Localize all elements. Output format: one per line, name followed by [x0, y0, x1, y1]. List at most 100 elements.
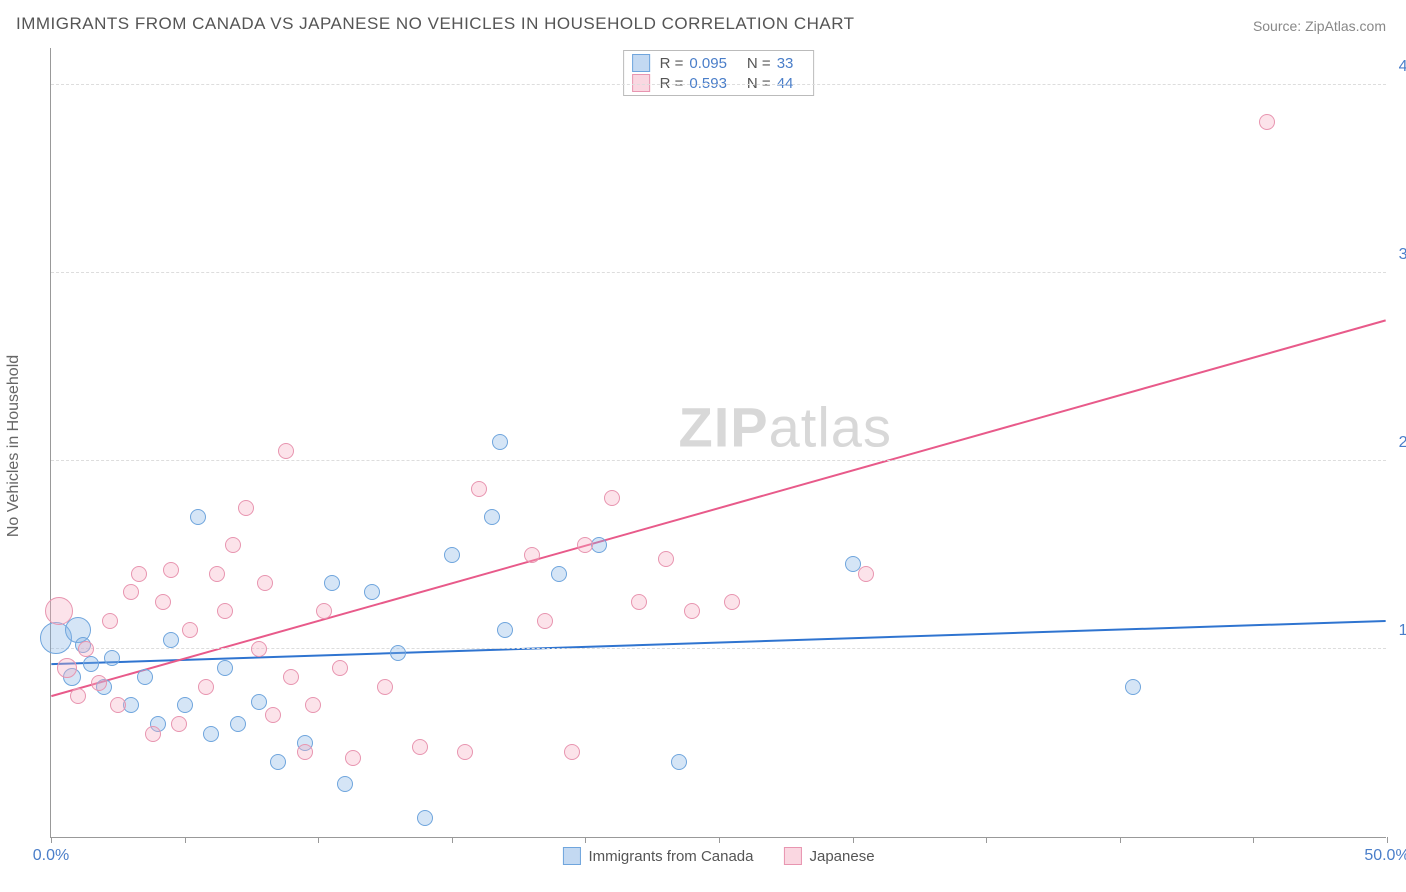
scatter-point: [412, 739, 428, 755]
gridline: [51, 272, 1386, 273]
plot-area: ZIPatlas R = 0.095 N = 33 R = 0.593 N = …: [50, 48, 1386, 838]
scatter-point: [537, 613, 553, 629]
scatter-point: [251, 641, 267, 657]
scatter-point: [177, 697, 193, 713]
scatter-point: [316, 603, 332, 619]
scatter-point: [163, 562, 179, 578]
legend-label-pink: Japanese: [810, 848, 875, 865]
scatter-point: [492, 434, 508, 450]
scatter-point: [57, 658, 77, 678]
xtick: [318, 837, 319, 843]
scatter-point: [671, 754, 687, 770]
xtick-label: 0.0%: [33, 847, 69, 865]
scatter-point: [265, 707, 281, 723]
scatter-point: [45, 597, 73, 625]
n-value-blue: 33: [777, 55, 794, 72]
scatter-point: [137, 669, 153, 685]
y-axis-label: No Vehicles in Household: [5, 355, 23, 537]
scatter-point: [324, 575, 340, 591]
scatter-point: [364, 584, 380, 600]
scatter-point: [724, 594, 740, 610]
scatter-point: [337, 776, 353, 792]
xtick: [719, 837, 720, 843]
scatter-point: [577, 537, 593, 553]
scatter-point: [209, 566, 225, 582]
scatter-point: [102, 613, 118, 629]
scatter-point: [604, 490, 620, 506]
scatter-point: [457, 744, 473, 760]
scatter-point: [145, 726, 161, 742]
xtick-label: 50.0%: [1364, 847, 1406, 865]
scatter-point: [70, 688, 86, 704]
scatter-point: [551, 566, 567, 582]
series-legend: Immigrants from Canada Japanese: [562, 847, 874, 865]
scatter-point: [417, 810, 433, 826]
scatter-point: [155, 594, 171, 610]
scatter-point: [332, 660, 348, 676]
xtick: [185, 837, 186, 843]
scatter-point: [91, 675, 107, 691]
scatter-point: [163, 632, 179, 648]
scatter-point: [471, 481, 487, 497]
legend-swatch-blue: [632, 54, 650, 72]
scatter-point: [190, 509, 206, 525]
chart-title: IMMIGRANTS FROM CANADA VS JAPANESE NO VE…: [16, 14, 855, 34]
watermark-bold: ZIP: [679, 395, 769, 458]
scatter-point: [278, 443, 294, 459]
watermark: ZIPatlas: [679, 394, 892, 459]
scatter-point: [858, 566, 874, 582]
xtick: [51, 837, 52, 843]
ytick-label: 40.0%: [1399, 58, 1406, 76]
ytick-label: 20.0%: [1399, 434, 1406, 452]
ytick-label: 30.0%: [1399, 246, 1406, 264]
scatter-point: [198, 679, 214, 695]
scatter-point: [377, 679, 393, 695]
scatter-point: [631, 594, 647, 610]
legend-label-blue: Immigrants from Canada: [588, 848, 753, 865]
scatter-point: [217, 660, 233, 676]
correlation-legend: R = 0.095 N = 33 R = 0.593 N = 44: [623, 50, 815, 96]
gridline: [51, 460, 1386, 461]
scatter-point: [78, 641, 94, 657]
xtick: [585, 837, 586, 843]
xtick: [1120, 837, 1121, 843]
scatter-point: [564, 744, 580, 760]
legend-item-pink: Japanese: [784, 847, 875, 865]
scatter-point: [225, 537, 241, 553]
scatter-point: [182, 622, 198, 638]
legend-item-blue: Immigrants from Canada: [562, 847, 753, 865]
scatter-point: [83, 656, 99, 672]
scatter-point: [658, 551, 674, 567]
scatter-point: [251, 694, 267, 710]
scatter-point: [297, 744, 313, 760]
scatter-point: [203, 726, 219, 742]
legend-swatch-pink: [784, 847, 802, 865]
scatter-point: [131, 566, 147, 582]
regression-lines: [51, 48, 1386, 837]
xtick: [1253, 837, 1254, 843]
scatter-point: [110, 697, 126, 713]
scatter-point: [1125, 679, 1141, 695]
scatter-point: [390, 645, 406, 661]
scatter-point: [1259, 114, 1275, 130]
xtick: [452, 837, 453, 843]
scatter-point: [104, 650, 120, 666]
scatter-point: [123, 584, 139, 600]
scatter-point: [484, 509, 500, 525]
scatter-point: [283, 669, 299, 685]
scatter-point: [238, 500, 254, 516]
r-label: R =: [660, 55, 684, 72]
source-attribution: Source: ZipAtlas.com: [1253, 18, 1386, 34]
scatter-point: [217, 603, 233, 619]
scatter-point: [270, 754, 286, 770]
n-label: N =: [747, 55, 771, 72]
gridline: [51, 84, 1386, 85]
scatter-point: [305, 697, 321, 713]
ytick-label: 10.0%: [1399, 622, 1406, 640]
scatter-point: [257, 575, 273, 591]
regression-line: [51, 621, 1385, 664]
xtick: [986, 837, 987, 843]
r-value-blue: 0.095: [689, 55, 727, 72]
xtick: [853, 837, 854, 843]
scatter-point: [230, 716, 246, 732]
